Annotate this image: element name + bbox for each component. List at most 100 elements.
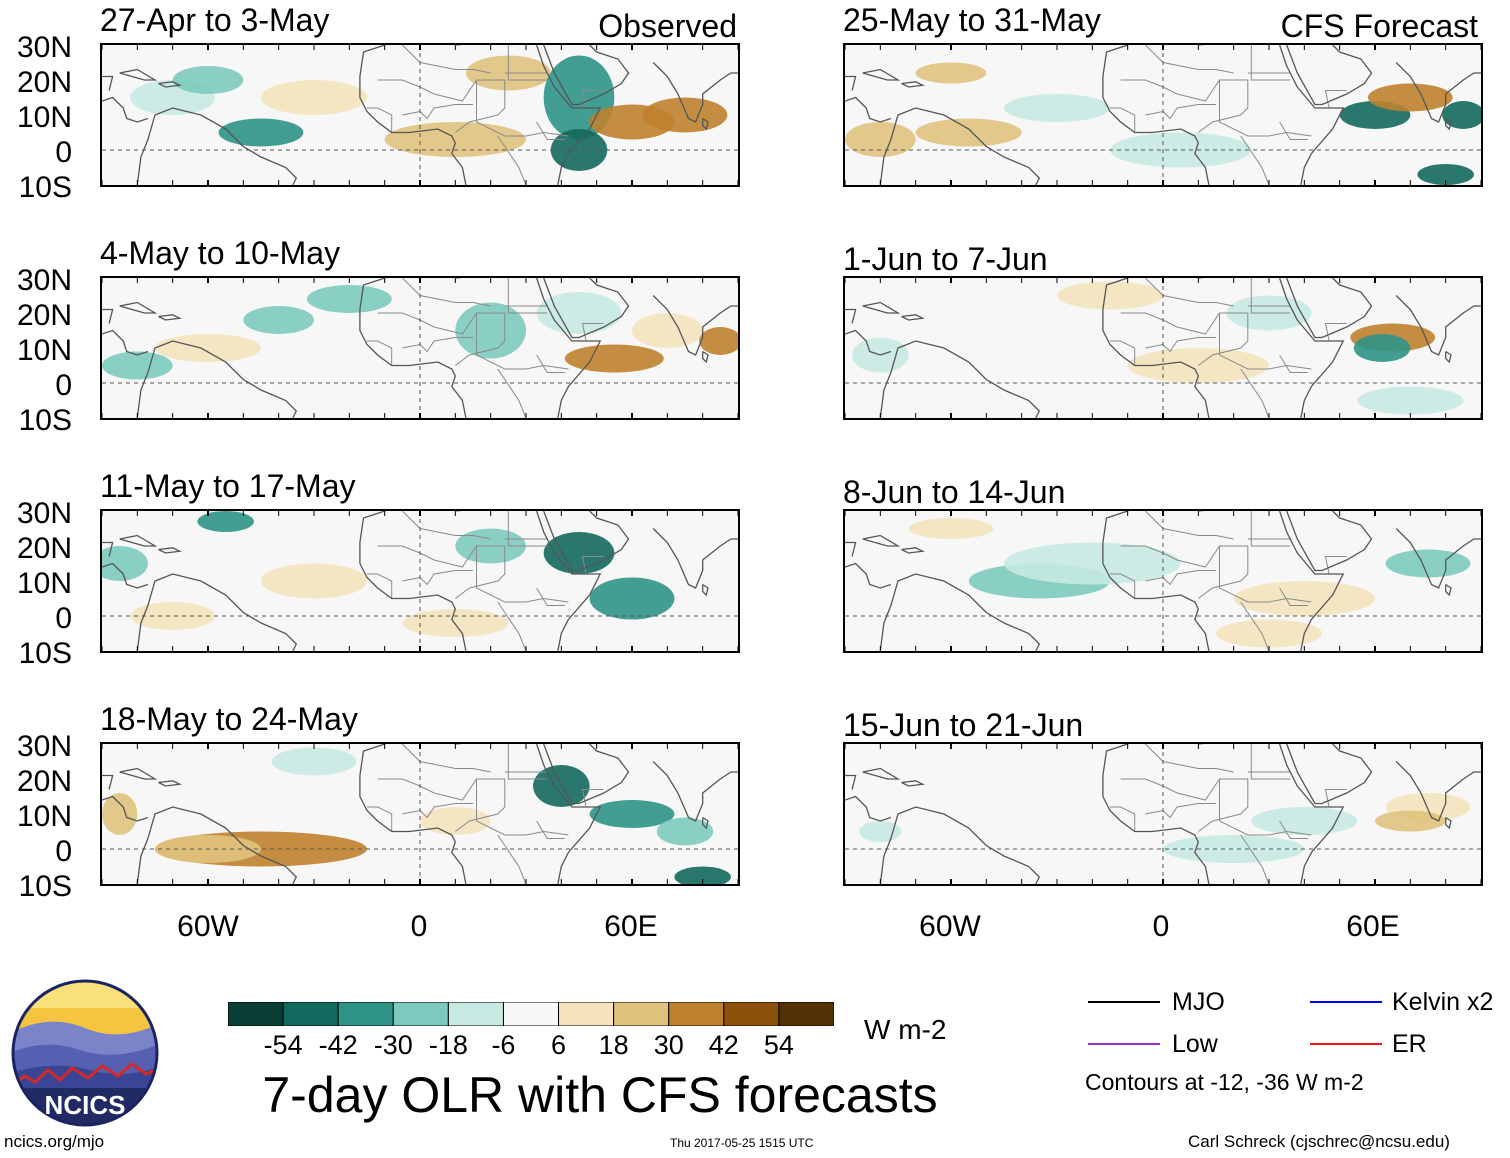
observed-header: Observed — [598, 8, 737, 44]
coastline — [879, 573, 1041, 651]
legend-line-er — [1310, 1043, 1382, 1045]
map-panel-5 — [843, 43, 1483, 187]
country-border — [367, 340, 393, 366]
coastline — [535, 278, 602, 418]
coastline — [543, 511, 630, 572]
coastline — [102, 774, 114, 790]
coastline — [359, 775, 467, 884]
coastline — [862, 301, 901, 314]
country-border — [476, 313, 569, 370]
lat-tick-0: 0 — [55, 602, 72, 635]
country-border — [497, 368, 527, 418]
coastline — [1102, 45, 1129, 77]
coastline — [119, 534, 158, 547]
olr-anomaly-region — [845, 122, 916, 157]
lon-tick-60e-left: 60E — [604, 910, 658, 943]
coastline — [1102, 775, 1210, 884]
coastline — [102, 795, 149, 822]
country-border — [1279, 820, 1308, 839]
coastline — [535, 744, 602, 884]
olr-field-2 — [102, 278, 738, 418]
logo-text: NCICS — [45, 1090, 126, 1120]
coastline — [1445, 117, 1452, 131]
coastline — [359, 278, 386, 310]
coastline — [119, 68, 158, 81]
panel-title-5: 25-May to 31-May — [843, 2, 1101, 38]
contour-note: Contours at -12, -36 W m-2 — [1085, 1069, 1364, 1095]
coastline — [879, 806, 1041, 884]
country-border — [1219, 546, 1312, 603]
lat-tick-30n: 30N — [16, 264, 72, 297]
coastline — [1286, 511, 1373, 572]
panel-title-6: 1-Jun to 7-Jun — [843, 241, 1048, 277]
panel-title-4: 18-May to 24-May — [100, 701, 358, 737]
colorbar-tick-label: 42 — [708, 1030, 739, 1060]
coastline — [879, 107, 1041, 185]
olr-anomaly-region — [908, 518, 994, 539]
legend-label-mjo: MJO — [1172, 988, 1225, 1016]
country-border — [1240, 834, 1270, 884]
colorbar-tick-label: 6 — [551, 1030, 567, 1060]
country-border — [1110, 107, 1136, 133]
lon-tick-0-right: 0 — [1152, 910, 1170, 943]
country-border — [1145, 570, 1216, 586]
coastline — [702, 816, 709, 830]
coastline — [1278, 511, 1345, 651]
coastline — [845, 795, 892, 822]
olr-anomaly-region — [455, 302, 526, 359]
coastline — [102, 541, 114, 557]
map-panel-4 — [100, 742, 740, 886]
coastline — [136, 573, 298, 651]
country-border — [1144, 744, 1234, 773]
olr-anomaly-region — [1353, 334, 1411, 362]
legend-line-low — [1088, 1043, 1160, 1045]
panel-title-1: 27-Apr to 3-May — [100, 2, 330, 38]
coastline — [652, 295, 738, 356]
colorbar-tick-label: -54 — [263, 1030, 303, 1060]
coastline — [136, 340, 298, 418]
country-border — [401, 511, 491, 540]
coastline — [862, 534, 901, 547]
country-border — [497, 601, 527, 651]
coastline — [543, 744, 630, 805]
country-border — [1145, 803, 1216, 819]
coastline — [543, 278, 630, 339]
footer-author: Carl Schreck (cjschrec@ncsu.edu) — [1188, 1132, 1450, 1151]
figure-title: 7-day OLR with CFS forecasts — [262, 1067, 938, 1123]
coastline — [1278, 744, 1345, 884]
coastline — [1102, 309, 1210, 418]
country-border — [1279, 354, 1308, 373]
colorbar-tick-label: 54 — [763, 1030, 794, 1060]
olr-anomaly-region — [384, 122, 526, 157]
lat-tick-10s: 10S — [18, 171, 72, 204]
olr-anomaly-region — [915, 118, 1022, 147]
colorbar-tick-label: -30 — [373, 1030, 413, 1060]
coastline — [535, 511, 602, 651]
coastline — [1102, 542, 1210, 651]
country-border — [476, 546, 569, 603]
colorbar-tick-label: -42 — [318, 1030, 358, 1060]
legend-label-kelvin: Kelvin x2 — [1392, 988, 1494, 1016]
map-panel-2 — [100, 276, 740, 420]
country-border — [402, 803, 473, 819]
country-border — [1144, 511, 1234, 540]
lat-tick-30n: 30N — [16, 497, 72, 530]
country-border — [507, 278, 548, 314]
coastline — [845, 96, 892, 123]
olr-anomaly-region — [589, 800, 675, 828]
olr-anomaly-region — [1375, 810, 1446, 832]
coastline — [119, 301, 158, 314]
panel-title-8: 15-Jun to 21-Jun — [843, 707, 1084, 743]
map-background — [845, 744, 1481, 884]
colorbar — [227, 1001, 835, 1027]
coastline — [1286, 278, 1373, 339]
country-border — [1250, 278, 1291, 314]
coastline — [158, 81, 182, 88]
olr-anomaly-region — [130, 602, 216, 630]
coastline — [102, 75, 114, 91]
coastline — [845, 541, 857, 557]
coastline — [158, 314, 182, 321]
coastline — [359, 45, 386, 77]
olr-field-7 — [845, 511, 1481, 651]
coastline — [102, 308, 114, 324]
